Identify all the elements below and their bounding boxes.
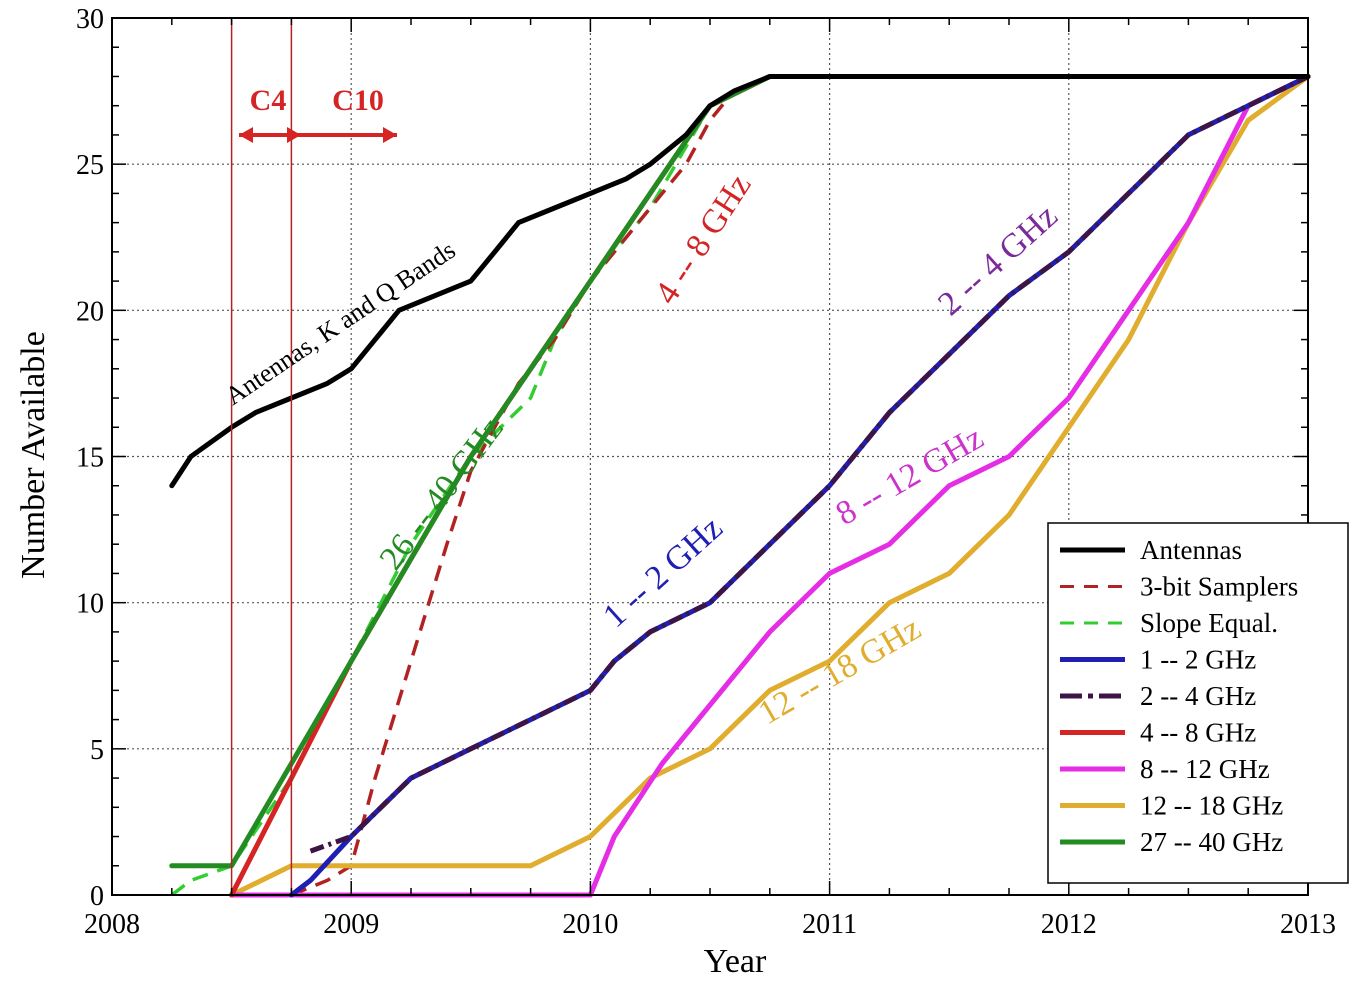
x-tick-label: 2011	[802, 909, 857, 940]
series-line-slope-equal	[170, 74, 771, 897]
y-axis-label: Number Available	[15, 331, 52, 579]
annotation-c4: C4	[250, 84, 287, 117]
x-axis-label: Year	[704, 943, 767, 980]
x-tick-label: 2010	[562, 909, 618, 940]
series-line-8-12-ghz	[229, 74, 1311, 898]
annotation-26-40-ghz: 26 -- 40 GHz	[373, 411, 511, 577]
legend-box	[1047, 522, 1349, 884]
y-tick-label: 25	[76, 150, 104, 181]
annotation-1-2-ghz: 1 -- 2 GHz	[596, 509, 730, 634]
legend-label: 4 -- 8 GHz	[1140, 718, 1256, 748]
legend-label: 27 -- 40 GHz	[1140, 827, 1283, 857]
y-tick-label: 20	[76, 296, 104, 327]
series-line-2-4-ghz	[309, 74, 1310, 854]
annotation-12-18-ghz: 12 -- 18 GHz	[752, 610, 927, 732]
legend-label: Antennas	[1140, 535, 1242, 565]
legend-label: 3-bit Samplers	[1140, 572, 1298, 602]
annotation-antennas-k-and-q-bands: Antennas, K and Q Bands	[220, 235, 461, 410]
series-line-12-18-ghz	[229, 74, 1311, 898]
arrow-head	[287, 127, 301, 143]
series-line-antennas	[169, 74, 1311, 489]
tick-labels: 2008 2009 2010 2011 2012 2013 0 5 10 15 20 25 30	[76, 4, 1336, 940]
annotation-4-8-ghz: 4 -- 8 GHz	[648, 168, 759, 311]
y-tick-label: 0	[90, 881, 104, 912]
legend: Antennas 3-bit Samplers Slope Equal. 1 -- 2…	[1047, 522, 1349, 884]
y-tick-label: 15	[76, 443, 104, 474]
legend-label: Slope Equal.	[1140, 608, 1278, 638]
x-tick-label: 2013	[1280, 909, 1336, 940]
legend-label: 12 -- 18 GHz	[1140, 791, 1283, 821]
legend-label: 1 -- 2 GHz	[1140, 645, 1256, 675]
annotation-c10: C10	[332, 84, 384, 117]
arrow-head	[383, 127, 397, 143]
x-tick-label: 2009	[323, 909, 379, 940]
y-tick-label: 30	[76, 4, 104, 35]
x-tick-label: 2012	[1041, 909, 1097, 940]
y-tick-label: 5	[90, 735, 104, 766]
vertical-markers	[230, 18, 293, 895]
x-tick-label: 2008	[84, 909, 140, 940]
legend-label: 8 -- 12 GHz	[1140, 754, 1270, 784]
series-line-3-bit-samplers	[290, 74, 771, 897]
legend-label: 2 -- 4 GHz	[1140, 681, 1256, 711]
y-tick-label: 10	[76, 589, 104, 620]
arrow-head	[239, 127, 253, 143]
